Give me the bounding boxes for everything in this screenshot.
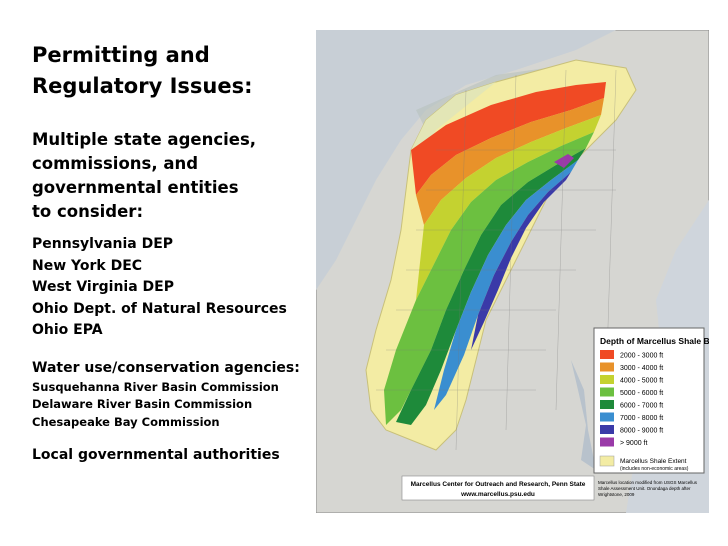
depth-3000-4000 <box>416 98 604 225</box>
list-item: Ohio EPA <box>32 322 103 338</box>
legend-swatch <box>600 412 614 422</box>
legend-label: 8000 - 9000 ft <box>620 428 663 435</box>
water-agencies-heading: Water use/conservation agencies: <box>32 359 300 376</box>
legend-label: 3000 - 4000 ft <box>620 365 663 372</box>
legend-extent-sublabel: (includes non-economic areas) <box>620 466 689 472</box>
depth-4000-5000 <box>416 115 601 300</box>
list-item: Delaware River Basin Commission <box>32 397 253 411</box>
depth-5000-6000 <box>384 132 594 425</box>
slide-title: Permitting and Regulatory Issues: <box>32 43 253 98</box>
legend-label: 5000 - 6000 ft <box>620 390 663 397</box>
legend-label: 2000 - 3000 ft <box>620 353 663 360</box>
text-column: Permitting and Regulatory Issues: Multip… <box>32 40 314 463</box>
legend-label: > 9000 ft <box>620 440 647 447</box>
source-note-2: Shale Assessment Unit. Onondaga depth af… <box>598 486 691 491</box>
legend-extent-label: Marcellus Shale Extent <box>620 458 687 465</box>
source-note: Marcellus location modified from USGS Ma… <box>598 480 698 497</box>
depth-6000-7000 <box>396 148 586 425</box>
legend-items: 2000 - 3000 ft 3000 - 4000 ft 4000 - 5000 … <box>600 350 663 447</box>
map-legend: Depth of Marcellus Shale Base 2000 - 300… <box>593 327 709 474</box>
great-lakes <box>316 30 616 290</box>
list-item: West Virginia DEP <box>32 279 174 295</box>
depth-7000-8000 <box>434 160 578 410</box>
legend-title: Depth of Marcellus Shale Base <box>600 336 709 346</box>
legend-swatch <box>600 362 614 372</box>
legend-swatch <box>600 387 614 397</box>
credit-box <box>401 475 595 501</box>
legend-swatch <box>600 350 614 359</box>
map-credit: Marcellus Center for Outreach and Resear… <box>401 475 595 501</box>
credit-line-1: Marcellus Center for Outreach and Resear… <box>411 481 586 488</box>
list-item: Ohio Dept. of Natural Resources <box>32 300 287 317</box>
slide-subtitle: Multiple state agencies, commissions, an… <box>32 130 257 221</box>
water-agency-list: Susquehanna River Basin Commission Delaw… <box>32 379 314 432</box>
legend-swatch <box>600 425 614 434</box>
source-note-1: Marcellus location modified from USGS Ma… <box>598 480 698 485</box>
state-agency-list: Pennsylvania DEP New York DEC West Virgi… <box>32 234 314 342</box>
list-item: Susquehanna River Basin Commission <box>32 379 279 394</box>
legend-label: 4000 - 5000 ft <box>620 378 663 385</box>
list-item: New York DEC <box>32 257 143 274</box>
legend-swatch <box>600 437 614 447</box>
depth-2000-3000 <box>411 82 606 195</box>
local-authorities: Local governmental authorities <box>32 447 280 463</box>
legend-swatch <box>600 375 614 384</box>
legend-label: 7000 - 8000 ft <box>620 415 663 422</box>
source-note-3: Wrightstone, 2009 <box>598 492 635 497</box>
legend-swatch-extent <box>599 455 615 467</box>
marcellus-shale-map: Depth of Marcellus Shale Base 2000 - 300… <box>316 30 709 513</box>
legend-swatch <box>600 400 614 409</box>
list-item: Pennsylvania DEP <box>32 236 174 252</box>
list-item: Chesapeake Bay Commission <box>32 414 220 429</box>
legend-label: 6000 - 7000 ft <box>620 403 663 410</box>
depth-over-9000 <box>554 154 574 168</box>
credit-line-2: www.marcellus.psu.edu <box>460 491 535 498</box>
chesapeake-bay <box>571 360 596 470</box>
